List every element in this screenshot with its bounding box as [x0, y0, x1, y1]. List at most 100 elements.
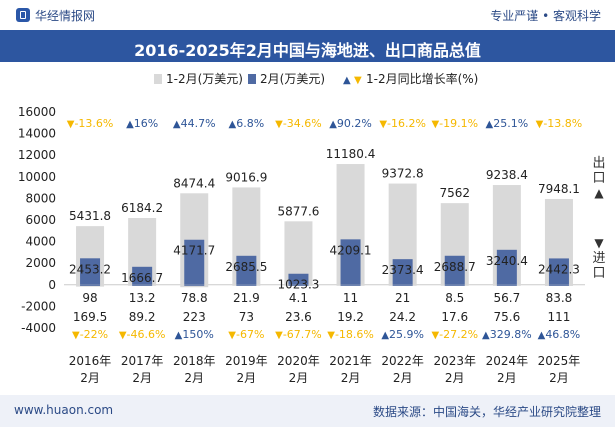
bar-export-month — [80, 258, 101, 285]
label-import-month: 8.5 — [445, 291, 464, 305]
growth-value: 46.8% — [545, 328, 580, 341]
triangle-down-icon: ▼ — [379, 119, 387, 130]
bar-import-month — [288, 284, 309, 286]
growth-value: -16.2% — [387, 117, 426, 130]
bar-export-month — [288, 273, 309, 285]
growth-value: -22% — [80, 328, 108, 341]
label-export-total: 9238.4 — [486, 168, 528, 182]
triangle-up-icon: ▲ — [486, 119, 494, 130]
growth-value: 6.8% — [236, 117, 264, 130]
growth-label-export: ▼-16.2% — [379, 117, 426, 130]
legend-swatch-1 — [248, 74, 256, 84]
chart-title: 2016-2025年2月中国与海地进、出口商品总值 — [134, 41, 481, 60]
label-export-month: 1666.7 — [121, 271, 163, 285]
x-tick-label-month: 2月 — [132, 371, 152, 385]
growth-label-import: ▲150% — [175, 328, 214, 341]
import-side-label: ▼ 进口 — [591, 236, 607, 281]
brand[interactable]: 华经情报网 — [16, 7, 95, 24]
label-import-month: 11 — [343, 291, 358, 305]
export-side-text: 出口 — [592, 156, 606, 186]
y-tick-label-0: -4000 — [21, 321, 56, 335]
bar-export-month — [236, 255, 257, 285]
y-tick-label-2: 0 — [48, 278, 56, 292]
label-import-total: 73 — [239, 310, 254, 324]
bar-import-month — [236, 284, 257, 286]
label-import-month: 83.8 — [546, 291, 573, 305]
growth-label-export: ▲25.1% — [486, 117, 529, 130]
label-import-total: 17.6 — [441, 310, 468, 324]
growth-value: -34.6% — [283, 117, 322, 130]
x-tick-label-year: 2017年 — [121, 354, 164, 368]
label-export-total: 11180.4 — [326, 147, 376, 161]
label-import-total: 75.6 — [493, 310, 520, 324]
bar-import-month — [496, 284, 517, 286]
bar-export-month — [392, 259, 413, 285]
label-import-month: 4.1 — [289, 291, 308, 305]
growth-label-export: ▲6.8% — [229, 117, 265, 130]
growth-label-import: ▲329.8% — [482, 328, 532, 341]
bar-import-total — [180, 284, 209, 288]
x-tick-label-month: 2月 — [445, 371, 465, 385]
bar-import-month — [392, 284, 413, 286]
label-export-total: 8474.4 — [173, 176, 215, 190]
growth-label-import: ▼-67.7% — [275, 328, 322, 341]
x-tick-label-month: 2月 — [497, 371, 517, 385]
bar-import-month — [80, 284, 101, 286]
triangle-down-icon: ▼ — [594, 236, 604, 250]
growth-label-import: ▲46.8% — [538, 328, 581, 341]
growth-label-import: ▼-46.6% — [119, 328, 166, 341]
triangle-up-icon: ▲ — [175, 330, 183, 341]
growth-value: -13.8% — [543, 117, 582, 130]
label-export-total: 5431.8 — [69, 209, 111, 223]
triangle-up-icon: ▲ — [126, 119, 134, 130]
y-tick-label-6: 8000 — [25, 191, 56, 205]
growth-value: 44.7% — [181, 117, 216, 130]
label-export-total: 7948.1 — [538, 182, 580, 196]
bar-export-month — [340, 239, 361, 285]
y-tick-label-3: 2000 — [25, 256, 56, 270]
title-bar: 2016-2025年2月中国与海地进、出口商品总值 — [0, 30, 615, 62]
label-export-month: 2685.5 — [225, 260, 267, 274]
y-tick-label-7: 10000 — [18, 170, 56, 184]
growth-value: -19.1% — [439, 117, 478, 130]
triangle-down-icon: ▼ — [431, 330, 439, 341]
growth-value: -67.7% — [283, 328, 322, 341]
label-import-month: 98 — [82, 291, 97, 305]
x-tick-label-year: 2022年 — [381, 354, 424, 368]
x-tick-label-year: 2025年 — [538, 354, 581, 368]
growth-value: 16% — [134, 117, 158, 130]
brand-name: 华经情报网 — [35, 9, 96, 23]
label-export-month: 2688.7 — [434, 260, 476, 274]
growth-label-import: ▼-67% — [228, 328, 264, 341]
triangle-up-icon: ▲ — [594, 186, 604, 200]
legend-down-icon: ▼ — [354, 75, 362, 86]
triangle-up-icon: ▲ — [173, 119, 181, 130]
top-bar: 华经情报网 专业严谨 • 客观科学 — [0, 0, 615, 30]
growth-label-export: ▲16% — [126, 117, 158, 130]
growth-value: -27.2% — [439, 328, 478, 341]
bar-export-month — [184, 239, 205, 285]
x-tick-label-year: 2020年 — [277, 354, 320, 368]
triangle-down-icon: ▼ — [275, 330, 283, 341]
growth-value: -13.6% — [74, 117, 113, 130]
footer: www.huaon.com 数据来源：中国海关，华经产业研究院整理 — [0, 395, 615, 427]
growth-label-export: ▲90.2% — [329, 117, 372, 130]
x-tick-label-year: 2019年 — [225, 354, 268, 368]
growth-label-export: ▼-13.8% — [536, 117, 583, 130]
triangle-down-icon: ▼ — [72, 330, 80, 341]
y-tick-label-10: 16000 — [18, 105, 56, 119]
label-import-month: 21 — [395, 291, 410, 305]
site-link[interactable]: www.huaon.com — [14, 403, 114, 417]
triangle-up-icon: ▲ — [482, 330, 490, 341]
label-export-month: 2442.3 — [538, 262, 580, 276]
label-import-month: 13.2 — [129, 291, 156, 305]
x-tick-label-month: 2月 — [549, 371, 569, 385]
label-import-total: 223 — [183, 310, 206, 324]
bar-export-month — [496, 249, 517, 285]
x-tick-label-month: 2月 — [237, 371, 257, 385]
growth-value: -67% — [236, 328, 264, 341]
growth-label-export: ▼-19.1% — [431, 117, 478, 130]
triangle-down-icon: ▼ — [275, 119, 283, 130]
growth-value: -46.6% — [127, 328, 166, 341]
label-export-month: 4171.7 — [173, 244, 215, 258]
